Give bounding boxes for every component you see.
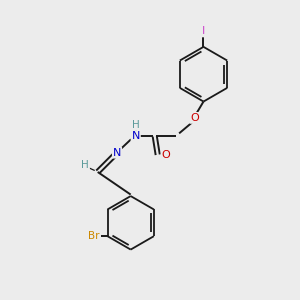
Text: H: H bbox=[81, 160, 89, 170]
Text: Br: Br bbox=[88, 231, 99, 241]
Text: N: N bbox=[113, 148, 121, 158]
Text: O: O bbox=[162, 150, 170, 160]
Text: O: O bbox=[190, 113, 199, 123]
Text: H: H bbox=[132, 120, 140, 130]
Text: I: I bbox=[202, 26, 205, 36]
Text: N: N bbox=[131, 131, 140, 141]
